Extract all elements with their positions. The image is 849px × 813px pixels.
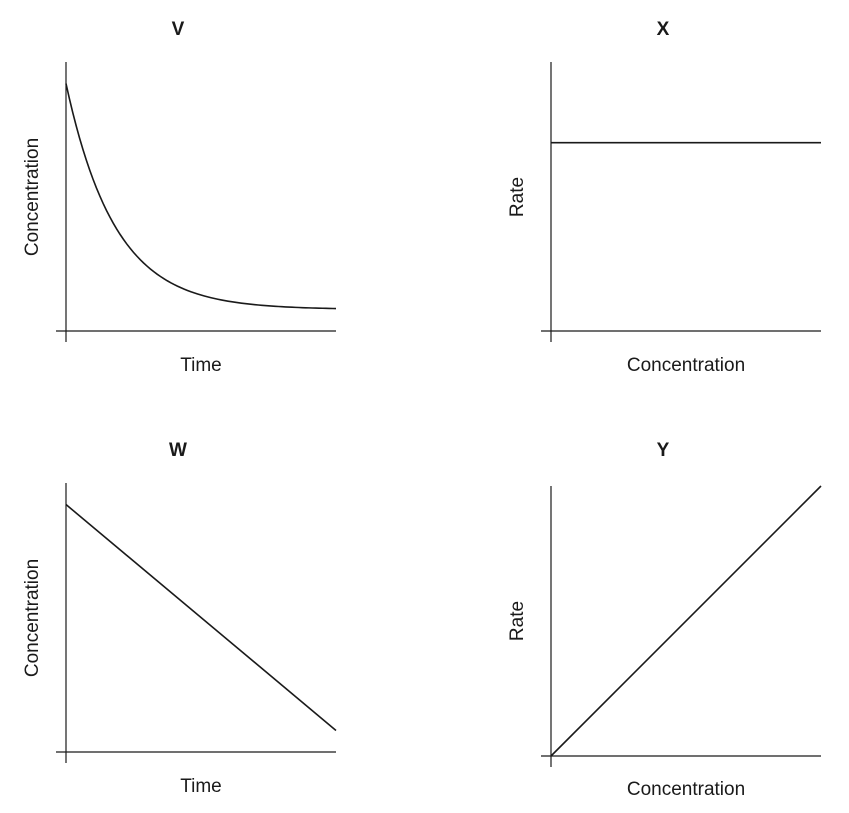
panel-x: X Concentration Rate (507, 19, 821, 376)
panel-x-y-label: Rate (507, 177, 528, 217)
panel-v: V Time Concentration (22, 19, 337, 376)
panel-w-y-label: Concentration (22, 559, 43, 677)
panel-w-x-label: Time (180, 776, 222, 797)
panel-y-y-label: Rate (507, 601, 528, 641)
panel-y-title: Y (657, 440, 670, 461)
panel-w: W Time Concentration (22, 440, 337, 797)
panel-x-title: X (657, 19, 670, 40)
panel-y-x-label: Concentration (627, 779, 745, 800)
panel-y: Y Concentration Rate (507, 440, 822, 800)
panel-x-x-label: Concentration (627, 355, 745, 376)
panel-w-title: W (169, 440, 187, 461)
panel-v-curve (65, 83, 337, 310)
panel-v-y-label: Concentration (22, 138, 43, 256)
panel-y-line (550, 485, 822, 757)
panel-v-x-label: Time (180, 355, 222, 376)
panel-v-title: V (172, 19, 185, 40)
panel-w-line (65, 503, 337, 732)
